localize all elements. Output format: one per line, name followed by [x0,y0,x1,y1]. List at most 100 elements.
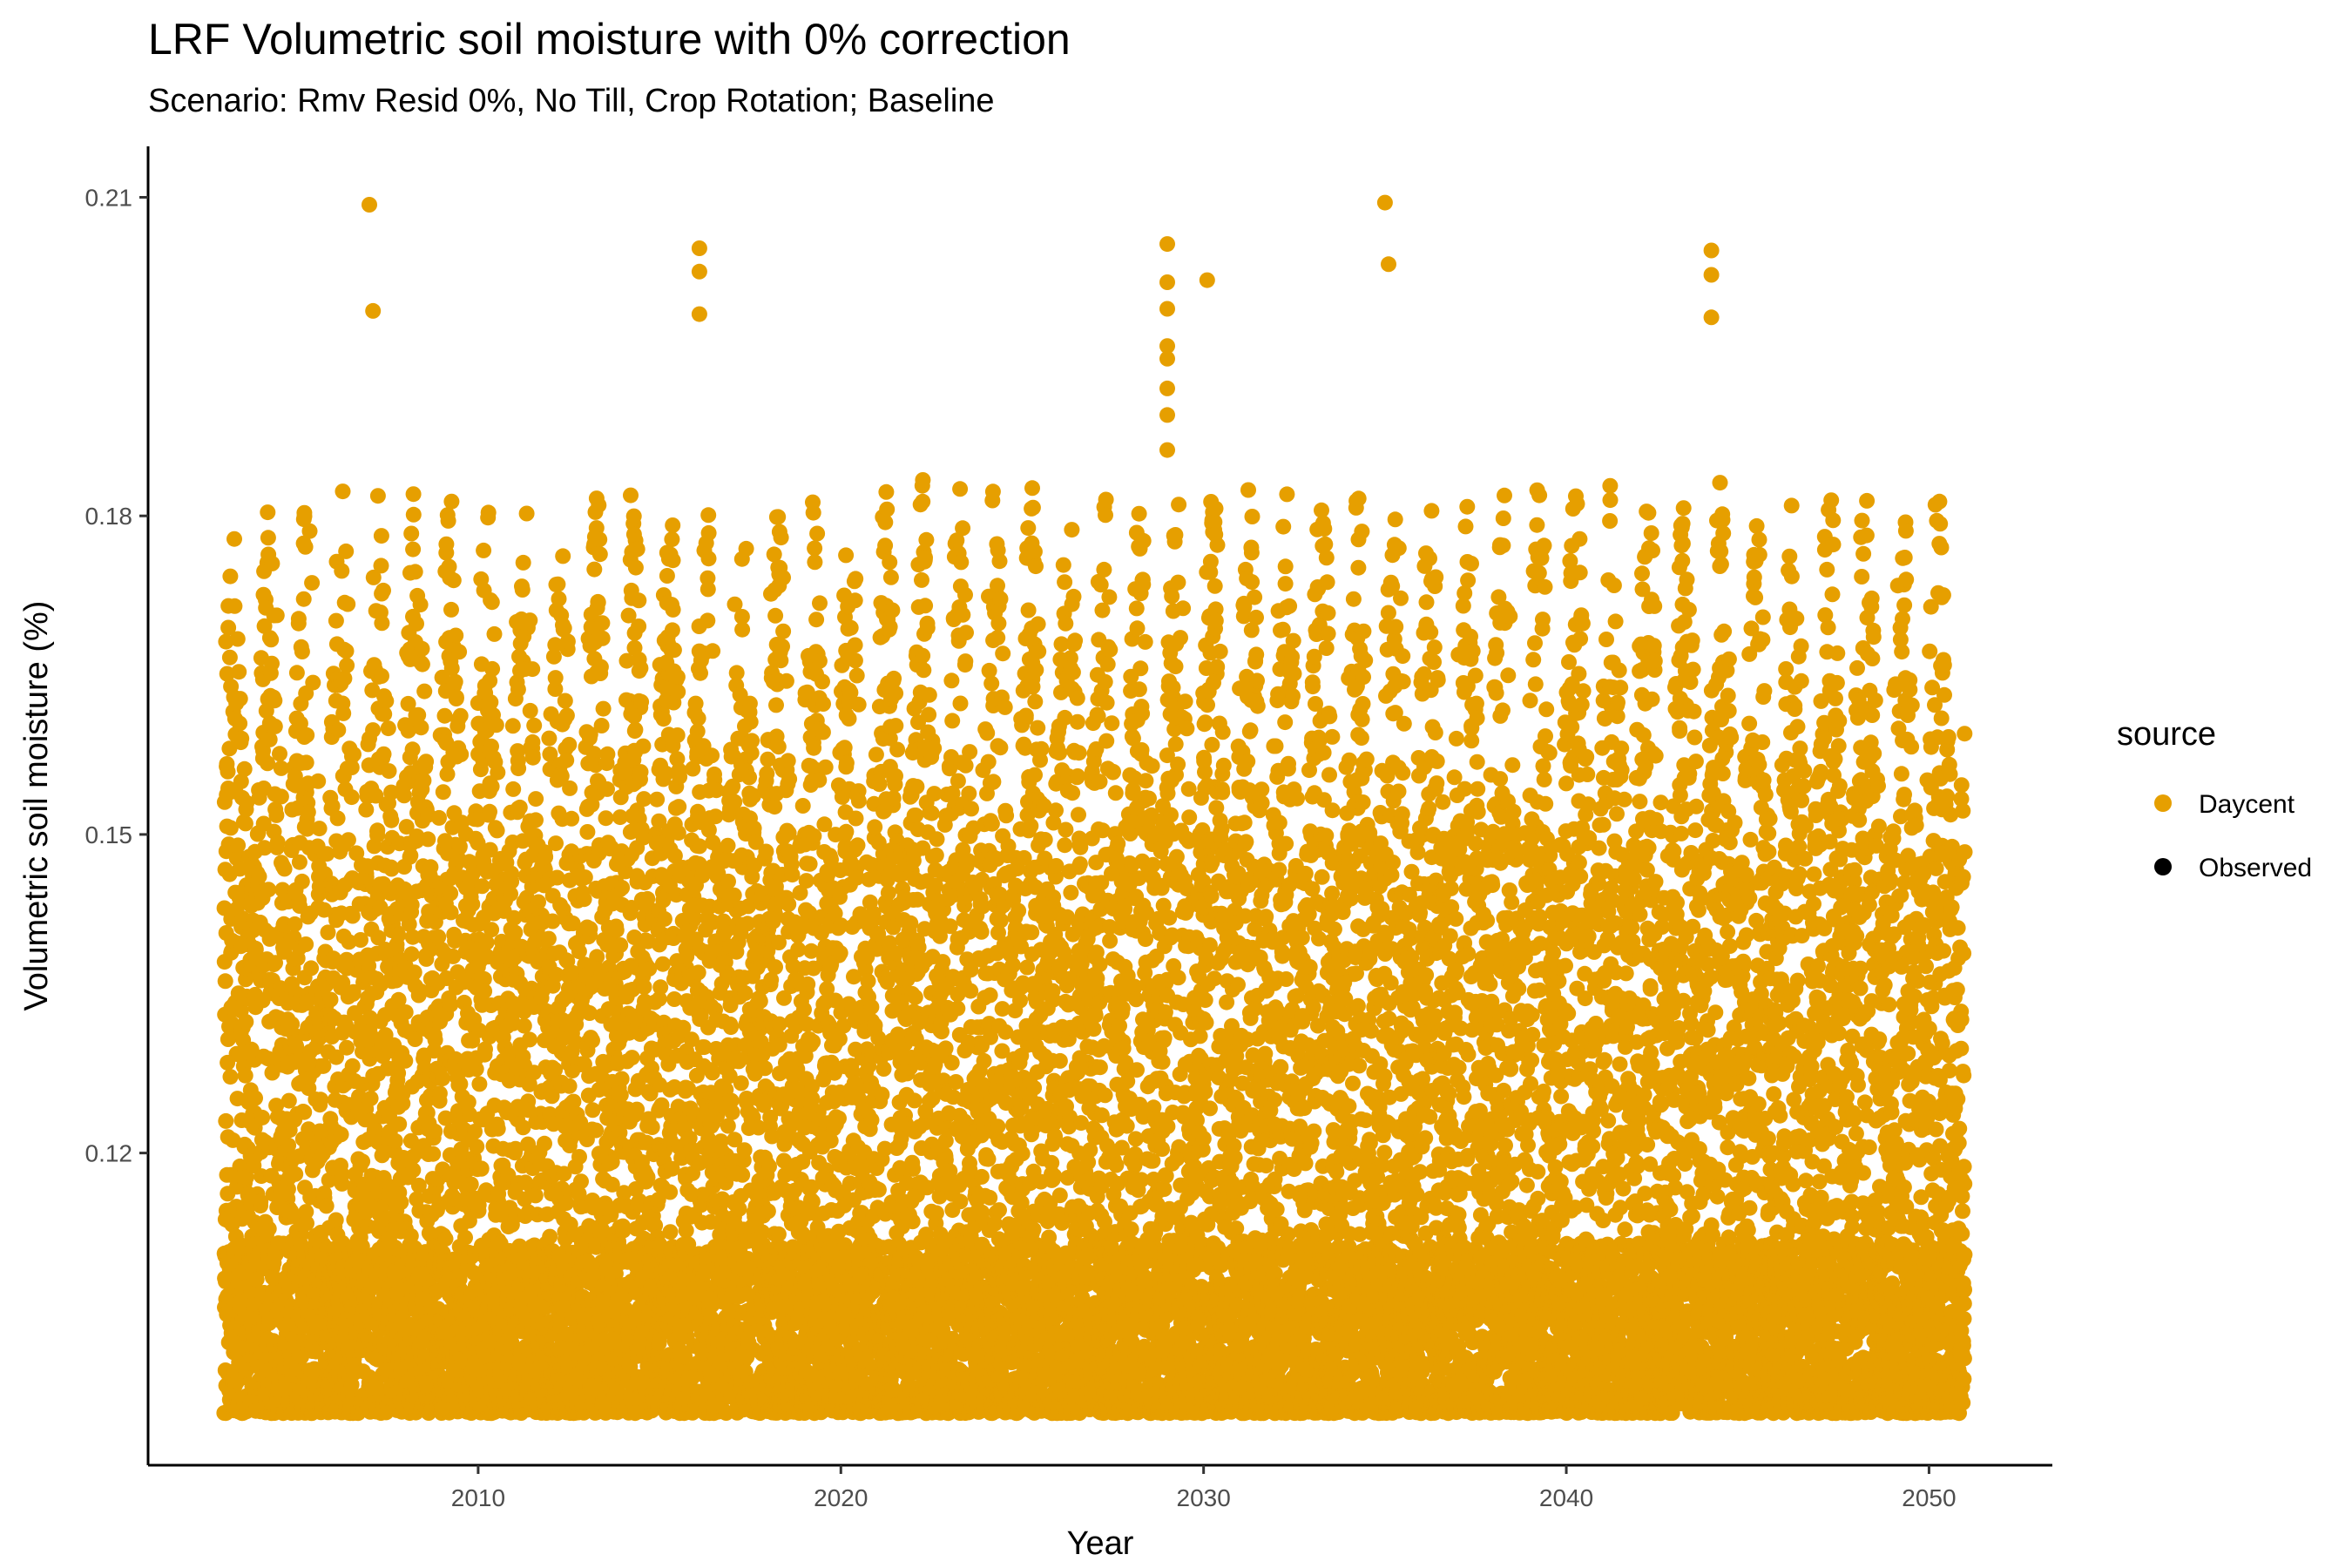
data-point-daycent [524,749,541,766]
data-point-daycent [558,752,575,768]
data-point-daycent [464,896,481,912]
data-point-daycent [510,681,526,698]
data-point-daycent [700,612,716,629]
data-point-daycent [431,809,447,826]
data-point-daycent [649,791,666,808]
data-point-daycent [405,1162,422,1179]
chart-title: LRF Volumetric soil moisture with 0% cor… [148,15,1071,64]
data-point-daycent [625,508,642,524]
data-point-daycent [318,1198,335,1214]
data-point-daycent [413,720,429,736]
data-point-daycent [329,810,346,827]
data-point-daycent [655,711,672,727]
data-point-daycent [380,720,396,737]
data-point-daycent [290,611,307,627]
data-point-daycent [330,722,347,738]
data-point-daycent [268,807,285,823]
data-point-daycent [614,880,631,896]
data-point-daycent [537,848,554,865]
data-point-daycent [414,656,430,672]
data-point-daycent [256,840,273,856]
data-point-daycent [222,568,239,585]
data-point-daycent [443,601,459,618]
data-point-daycent [237,1067,253,1084]
data-point-daycent [217,973,233,990]
data-point-daycent [427,1123,443,1139]
data-point-daycent [335,705,352,721]
data-point-daycent [298,1204,314,1220]
data-point-daycent [627,721,644,738]
data-point-daycent [387,1132,403,1149]
data-point-daycent [690,964,706,981]
data-point-daycent [298,754,314,771]
data-point-daycent [705,643,721,659]
data-point-daycent [397,1004,414,1020]
data-point-daycent [339,1039,355,1056]
data-point-daycent [437,1231,454,1247]
data-point-daycent [365,722,382,739]
data-point-daycent [608,922,625,938]
data-point-daycent [280,1092,297,1109]
data-point-daycent [515,554,531,571]
data-point-daycent [669,669,686,686]
data-point-daycent [260,755,276,772]
data-point-daycent [542,1228,558,1245]
data-point-daycent [632,764,649,781]
data-point-daycent [272,746,287,762]
data-point-daycent [557,693,573,709]
data-point-daycent [639,1169,656,1186]
data-point-daycent [579,824,596,840]
data-point-daycent [544,913,561,929]
data-point-daycent [435,784,451,801]
data-point-daycent [300,804,316,821]
data-point-daycent [264,555,280,571]
data-point-daycent [635,738,652,754]
data-point-daycent [369,822,386,839]
data-point-daycent [585,1032,600,1049]
data-point-daycent [526,717,543,733]
data-point-daycent [221,649,238,666]
data-point-daycent [232,861,248,877]
data-point-daycent [528,812,544,828]
data-point-daycent [427,1031,443,1048]
data-point-daycent [416,773,432,788]
data-point-daycent [662,1184,679,1200]
data-point-daycent [665,552,681,569]
data-point-daycent [335,483,351,500]
data-point-daycent [516,1017,532,1034]
data-point-daycent [287,916,303,932]
data-point-daycent [340,596,356,612]
data-point-daycent [571,1149,587,1165]
data-point-daycent [358,801,375,818]
data-point-daycent [671,799,687,815]
data-point-daycent [280,1137,297,1153]
data-point-daycent [473,1160,490,1177]
data-point-daycent [654,956,671,972]
data-point-daycent [226,531,242,547]
data-point-daycent [489,822,505,839]
data-point-daycent [510,760,527,777]
data-point-daycent [483,594,500,611]
data-point-daycent [631,618,647,634]
data-point-daycent [405,486,422,503]
data-point-daycent [505,781,522,797]
data-point-daycent [662,1224,679,1240]
data-point-daycent [315,1058,332,1074]
data-point-daycent [659,568,675,584]
data-point-daycent [422,859,439,875]
data-point-daycent [237,815,253,832]
data-point-daycent [260,882,277,898]
data-point-daycent [383,812,400,828]
data-point-daycent [232,715,248,732]
data-point-daycent [443,660,460,677]
data-point-daycent [303,960,320,977]
data-point-daycent [425,1146,442,1162]
data-point-daycent [373,558,389,574]
data-point-daycent [593,718,610,733]
data-point-daycent [522,1031,537,1048]
data-point-daycent [476,542,492,558]
data-point-daycent [700,581,716,598]
data-point-daycent [670,825,686,841]
data-point-daycent [275,916,292,932]
data-point-daycent [588,1122,605,1139]
